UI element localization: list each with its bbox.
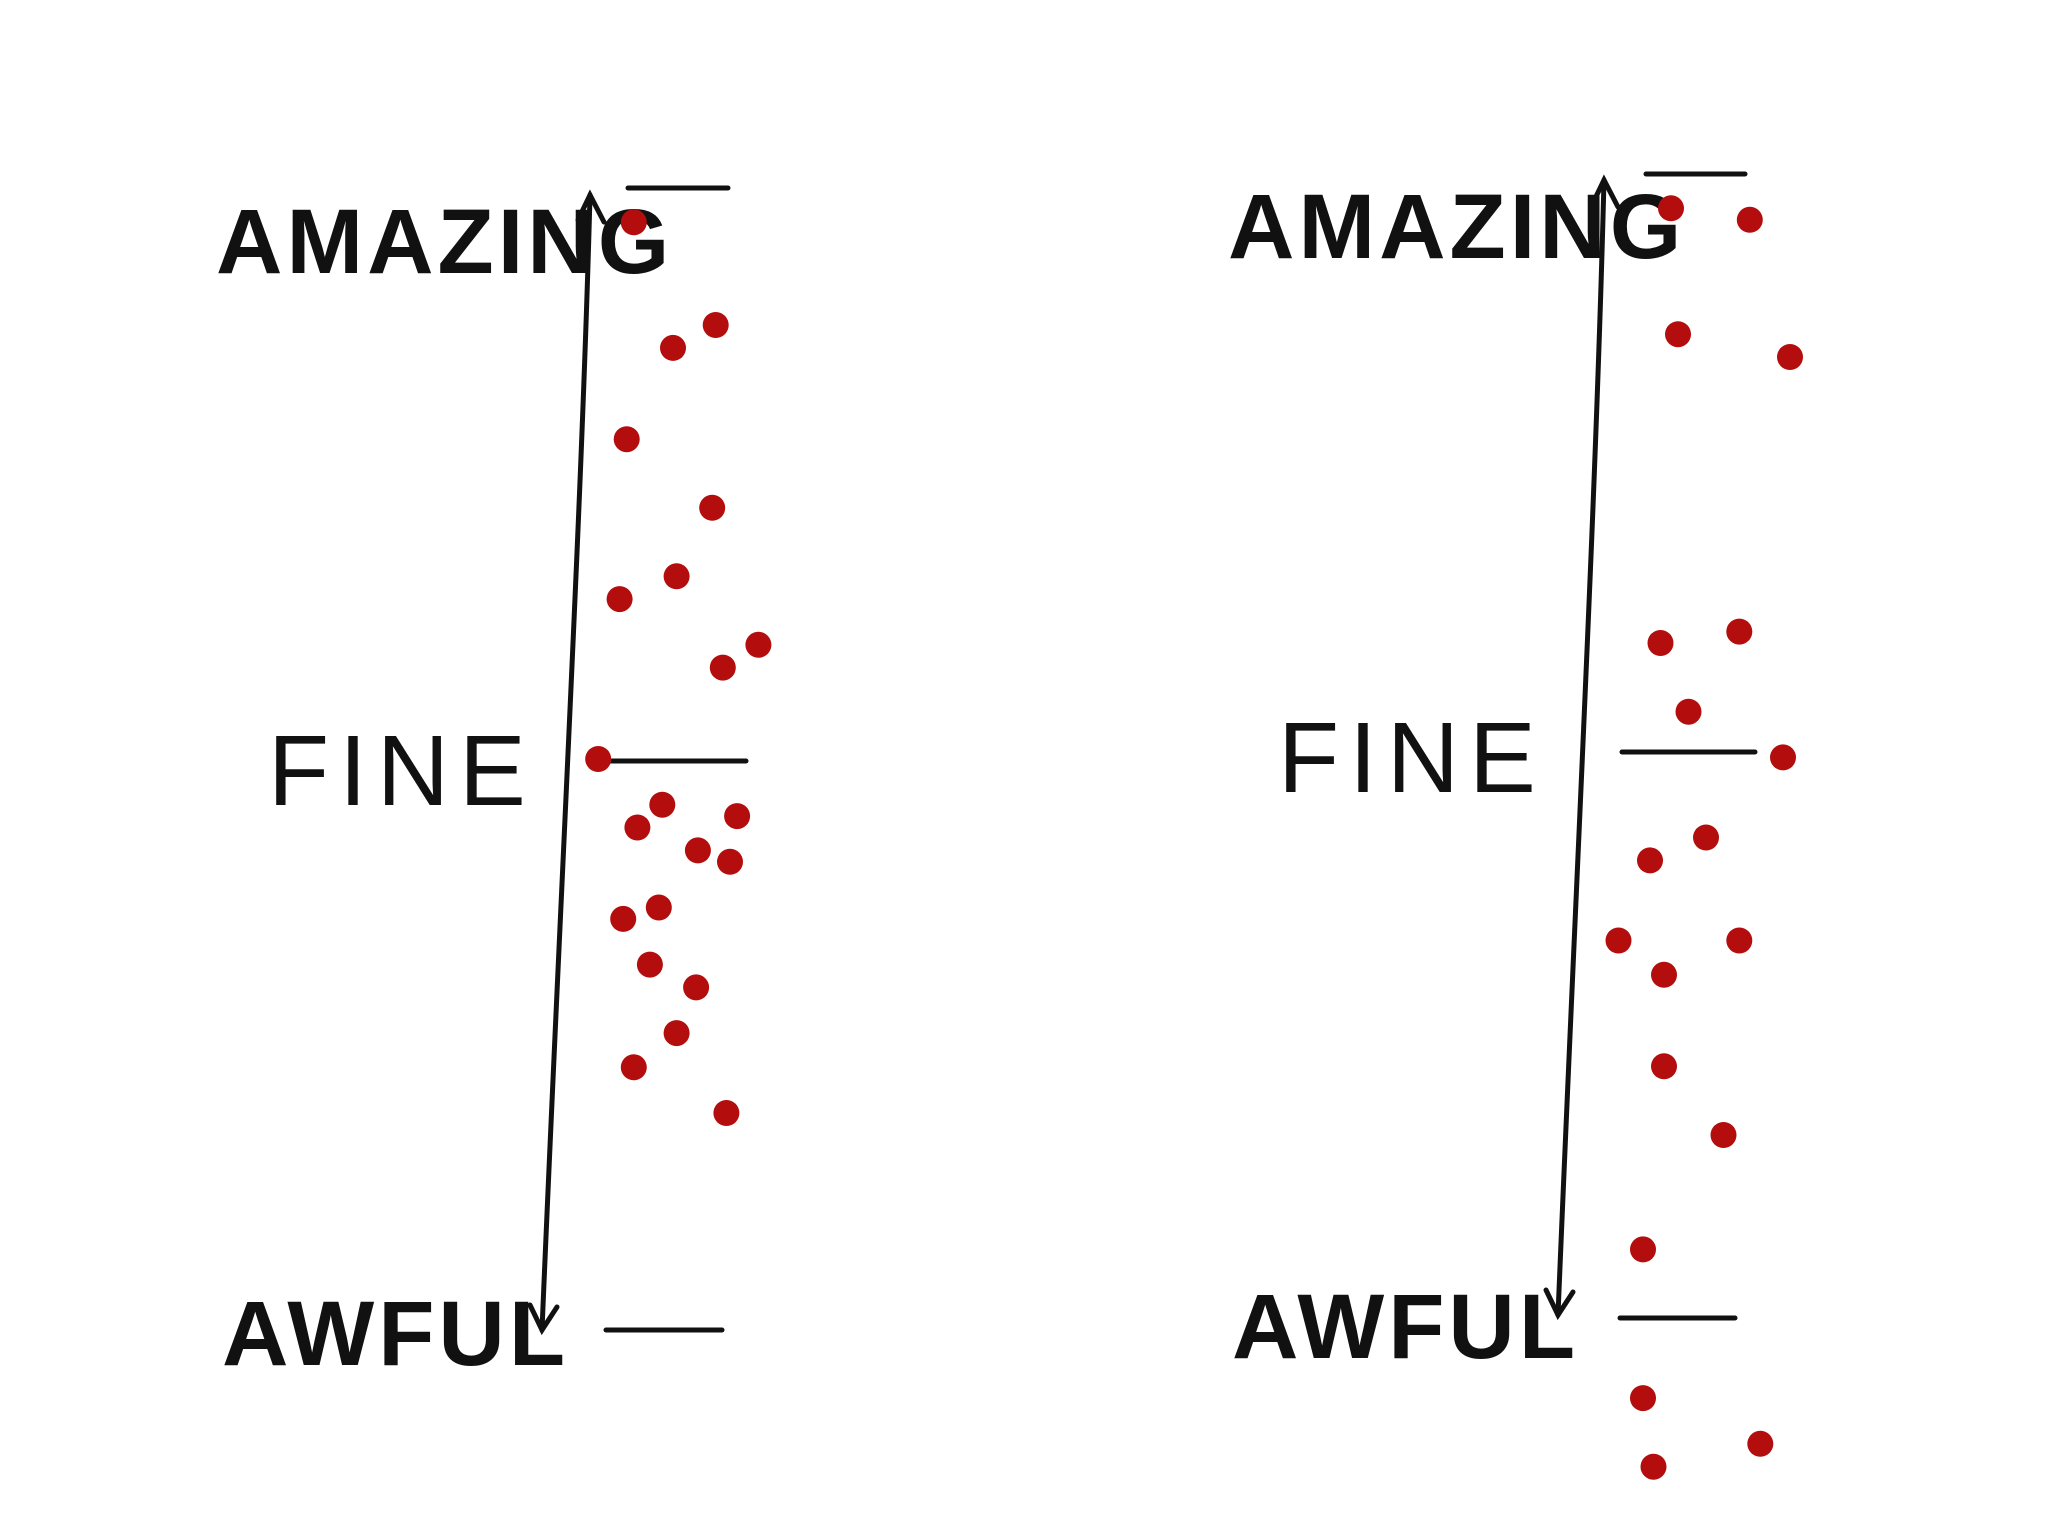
right-dot-spread xyxy=(1605,195,1803,1480)
right-dot-4 xyxy=(1777,344,1803,370)
left-panel: AMAZING FINE AWFUL xyxy=(216,185,772,1385)
left-dot-8 xyxy=(624,814,651,841)
left-dot-18 xyxy=(699,494,726,521)
left-dot-22 xyxy=(724,803,751,830)
left-dot-17 xyxy=(613,426,640,453)
left-dot-1 xyxy=(620,1054,647,1081)
right-dot-6 xyxy=(1726,618,1753,645)
left-dot-11 xyxy=(645,894,672,921)
left-dot-12 xyxy=(683,974,710,1001)
right-label-fine: FINE xyxy=(1278,702,1546,814)
left-dot-2 xyxy=(663,1020,690,1047)
left-dot-3 xyxy=(713,1100,740,1126)
left-dot-14 xyxy=(745,631,772,658)
left-axis-down-arrow xyxy=(527,1302,560,1336)
right-dot-5 xyxy=(1647,630,1674,656)
right-axis-down-arrow xyxy=(1543,1287,1576,1321)
left-dot-9 xyxy=(649,791,676,818)
right-dot-1 xyxy=(1658,195,1684,222)
left-dot-13 xyxy=(709,654,736,681)
right-dot-10 xyxy=(1637,847,1663,874)
right-dot-11 xyxy=(1605,927,1632,954)
right-dot-7 xyxy=(1675,698,1702,725)
left-dot-cluster xyxy=(585,209,772,1126)
right-dot-12 xyxy=(1726,927,1753,954)
left-axis-up-arrow xyxy=(575,189,607,225)
right-dot-17 xyxy=(1630,1385,1656,1412)
left-dot-15 xyxy=(606,586,633,613)
right-dot-3 xyxy=(1665,321,1691,348)
left-dot-19 xyxy=(660,334,686,361)
right-dot-9 xyxy=(1693,824,1719,851)
left-dot-4 xyxy=(610,905,637,932)
right-axis-line xyxy=(1555,177,1607,1318)
left-label-amazing: AMAZING xyxy=(216,191,673,293)
right-label-awful: AWFUL xyxy=(1232,1276,1579,1378)
left-label-awful: AWFUL xyxy=(222,1283,569,1385)
right-label-amazing: AMAZING xyxy=(1228,176,1685,278)
left-dot-6 xyxy=(684,837,711,864)
left-dot-7 xyxy=(717,848,743,875)
right-dot-14 xyxy=(1651,1053,1677,1080)
right-dot-2 xyxy=(1736,206,1763,233)
left-dot-20 xyxy=(702,312,729,338)
left-dot-5 xyxy=(636,951,663,978)
right-dot-15 xyxy=(1710,1122,1737,1148)
right-dot-8 xyxy=(1770,744,1796,771)
right-dot-16 xyxy=(1630,1236,1656,1263)
left-label-fine: FINE xyxy=(268,715,536,827)
right-dot-19 xyxy=(1640,1453,1667,1480)
left-dot-16 xyxy=(663,563,690,590)
right-dot-13 xyxy=(1651,961,1677,988)
left-axis-line xyxy=(539,192,593,1333)
left-axis xyxy=(527,189,607,1336)
left-dot-21 xyxy=(620,209,647,236)
right-dot-18 xyxy=(1747,1430,1774,1457)
right-axis-up-arrow xyxy=(1589,174,1621,210)
right-axis xyxy=(1543,174,1621,1321)
left-dot-10 xyxy=(585,746,612,772)
right-panel: AMAZING FINE AWFUL xyxy=(1228,171,1803,1480)
